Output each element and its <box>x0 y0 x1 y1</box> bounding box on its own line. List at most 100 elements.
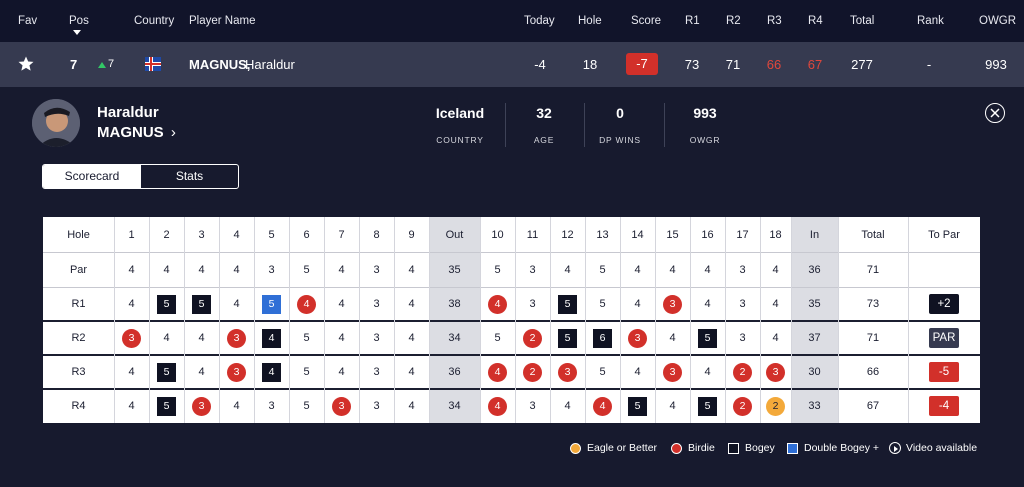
hole-number: 9 <box>408 228 415 241</box>
tab-stats[interactable]: Stats <box>175 169 204 183</box>
stat-age-value: 32 <box>536 105 552 121</box>
hole-score: 3 <box>529 400 536 412</box>
col-r4: R4 <box>808 15 823 27</box>
column-divider <box>359 217 360 423</box>
close-icon[interactable] <box>985 103 1005 123</box>
hole-score: 5 <box>550 287 585 321</box>
col-player-name: Player Name <box>189 15 256 27</box>
hole-score: 4 <box>128 366 135 378</box>
to-par-badge: -4 <box>929 396 959 416</box>
player-detail-panel: Haraldur MAGNUS › Iceland COUNTRY 32 AGE… <box>0 87 1024 487</box>
view-tabs: Scorecard Stats <box>42 164 239 189</box>
col-pos[interactable]: Pos <box>69 15 89 27</box>
total-score-badge: -7 <box>626 53 658 75</box>
scorecard-round-row: R1 4 5 5 4 5 4 4 3 4 38 4 3 5 5 4 3 4 3 4 35 73 +2 <box>43 287 980 321</box>
round-label: R1 <box>71 298 86 310</box>
tab-scorecard[interactable]: Scorecard <box>43 165 141 188</box>
hole-score: 4 <box>408 366 415 378</box>
hole-score: 2 <box>725 355 760 389</box>
hole-score: 5 <box>303 400 310 412</box>
player-surname[interactable]: MAGNUS, <box>189 57 251 72</box>
hole-score: 4 <box>198 332 205 344</box>
player-firstname[interactable]: Haraldur <box>245 57 295 72</box>
legend-eagle-label: Eagle or Better <box>587 442 658 454</box>
col-score: Score <box>631 15 662 27</box>
bogey-marker: 5 <box>698 396 717 416</box>
profile-last-name[interactable]: MAGNUS <box>97 124 164 141</box>
legend-birdie: Birdie <box>671 442 715 454</box>
round-total: 67 <box>866 400 880 412</box>
birdie-marker: 4 <box>488 396 507 416</box>
hole-score: 4 <box>772 332 779 344</box>
hole-score: 5 <box>494 332 501 344</box>
hole-number: 6 <box>303 228 310 241</box>
eagle-marker: 2 <box>766 396 785 416</box>
par-value: 4 <box>564 263 571 276</box>
dbogey-marker: 5 <box>262 294 281 314</box>
round-label: R3 <box>71 366 86 378</box>
par-value: 4 <box>772 263 779 276</box>
position: 7 <box>70 57 78 72</box>
player-avatar <box>32 99 80 147</box>
col-r3: R3 <box>767 15 782 27</box>
hole-score: 4 <box>338 332 345 344</box>
col-fav: Fav <box>18 15 38 27</box>
hole-score: 4 <box>634 298 641 310</box>
birdie-marker: 4 <box>488 362 507 382</box>
par-value: 3 <box>268 263 275 276</box>
column-divider <box>480 217 481 423</box>
round-in: 35 <box>791 287 838 321</box>
profile-last-name-link[interactable]: MAGNUS › <box>97 124 176 141</box>
par-value: 4 <box>704 263 711 276</box>
par-topar-empty <box>908 252 980 287</box>
hole-score: 3 <box>373 332 380 344</box>
hole-score: 5 <box>184 287 219 321</box>
hole-score: 5 <box>254 287 289 321</box>
bogey-marker: 5 <box>157 396 176 416</box>
legend-bogey-label: Bogey <box>745 442 775 454</box>
hole-score: 4 <box>338 298 345 310</box>
stat-age-label: AGE <box>533 135 555 145</box>
par-header: Par <box>69 263 88 276</box>
hole-score: 3 <box>324 389 359 423</box>
hole-score: 4 <box>634 366 641 378</box>
hole-score: 3 <box>655 287 690 321</box>
legend-video-label: Video available <box>906 442 978 454</box>
double-bogey-swatch-icon <box>787 442 798 454</box>
movement: 7 <box>108 58 115 70</box>
hole-score: 3 <box>373 400 380 412</box>
sort-caret-icon[interactable] <box>73 30 81 35</box>
hole-score: 4 <box>254 321 289 355</box>
round-total: 73 <box>866 298 880 310</box>
chevron-right-icon[interactable]: › <box>170 124 176 141</box>
col-hole: Hole <box>578 15 602 27</box>
to-par-badge: -5 <box>929 362 959 382</box>
stat-divider <box>664 103 665 147</box>
par-value: 5 <box>303 263 310 276</box>
hole-score: 3 <box>620 321 655 355</box>
hole-score: 3 <box>550 355 585 389</box>
topar-header: To Par <box>928 228 960 241</box>
hole-score: 4 <box>585 389 620 423</box>
hole-score: 6 <box>585 321 620 355</box>
hole-number: 1 <box>128 228 135 241</box>
birdie-marker: 3 <box>227 328 246 348</box>
bogey-marker: 5 <box>558 328 577 348</box>
par-value: 4 <box>233 263 240 276</box>
round-in: 30 <box>791 355 838 389</box>
bogey-swatch-icon <box>728 442 739 454</box>
out-header: Out <box>429 217 480 252</box>
stat-owgr-label: OWGR <box>689 135 721 145</box>
birdie-marker: 3 <box>663 362 682 382</box>
legend-video: Video available <box>889 442 977 454</box>
hole-score: 4 <box>233 298 240 310</box>
iceland-flag-icon <box>145 57 161 71</box>
hole-score: 4 <box>408 400 415 412</box>
hole-number: 11 <box>526 228 539 241</box>
player-row[interactable]: 7 7 MAGNUS, Haraldur -4 18 -7 73 71 66 6… <box>0 42 1024 87</box>
bogey-marker: 6 <box>593 328 612 348</box>
column-divider <box>838 217 839 423</box>
star-icon[interactable] <box>17 55 35 73</box>
column-divider <box>429 217 430 423</box>
birdie-marker: 2 <box>523 328 542 348</box>
